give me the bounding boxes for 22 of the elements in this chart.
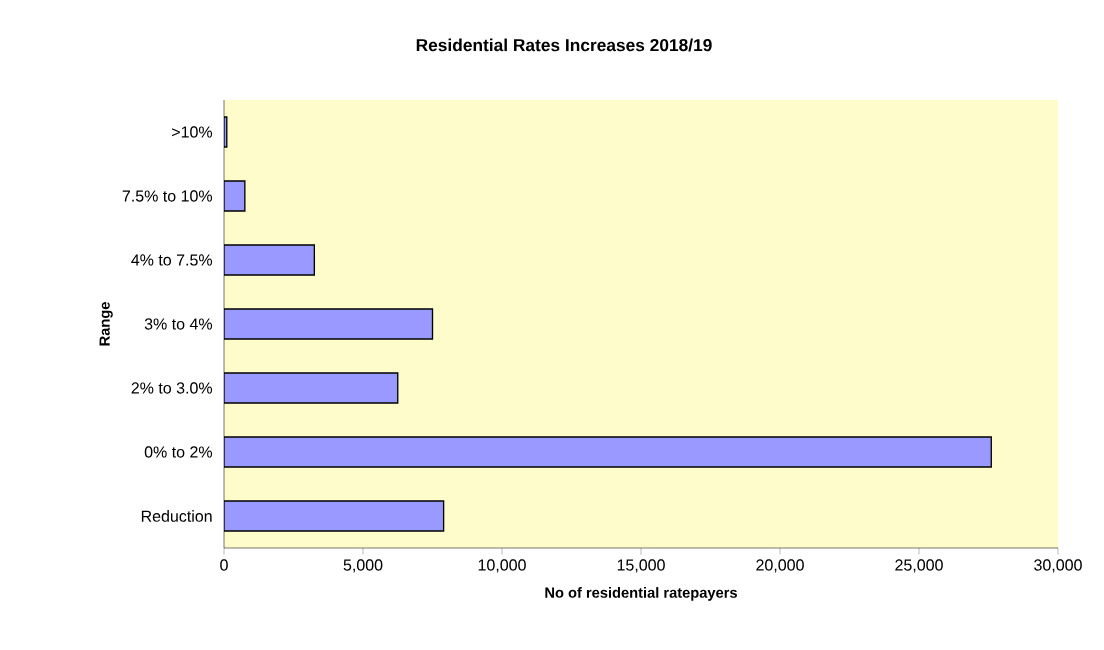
y-tick-label: 4% to 7.5% (131, 254, 213, 266)
y-tick-label: 3% to 4% (144, 318, 213, 330)
x-tick-label: 20,000 (756, 559, 804, 573)
y-tick-label: 2% to 3.0% (131, 382, 213, 394)
y-tick-label: 7.5% to 10% (122, 190, 213, 202)
x-tick-label: 30,000 (1034, 559, 1082, 573)
bar (224, 500, 445, 532)
chart-title: Residential Rates Increases 2018/19 (416, 38, 712, 52)
x-tick-label: 5,000 (343, 559, 383, 573)
bar (224, 308, 434, 340)
x-tick-label: 0 (220, 559, 228, 571)
x-tick-label: 25,000 (895, 559, 943, 573)
y-tick-label: >10% (172, 126, 213, 138)
bar (224, 436, 992, 468)
y-tick-label: Reduction (141, 510, 212, 522)
y-tick-label: 0% to 2% (144, 446, 213, 458)
x-tick-label: 10,000 (478, 559, 526, 573)
x-tick-label: 15,000 (617, 559, 665, 573)
bar (224, 372, 399, 404)
y-axis-title: Range (99, 302, 113, 346)
bar (224, 244, 316, 276)
x-axis-title: No of residential ratepayers (545, 587, 737, 601)
